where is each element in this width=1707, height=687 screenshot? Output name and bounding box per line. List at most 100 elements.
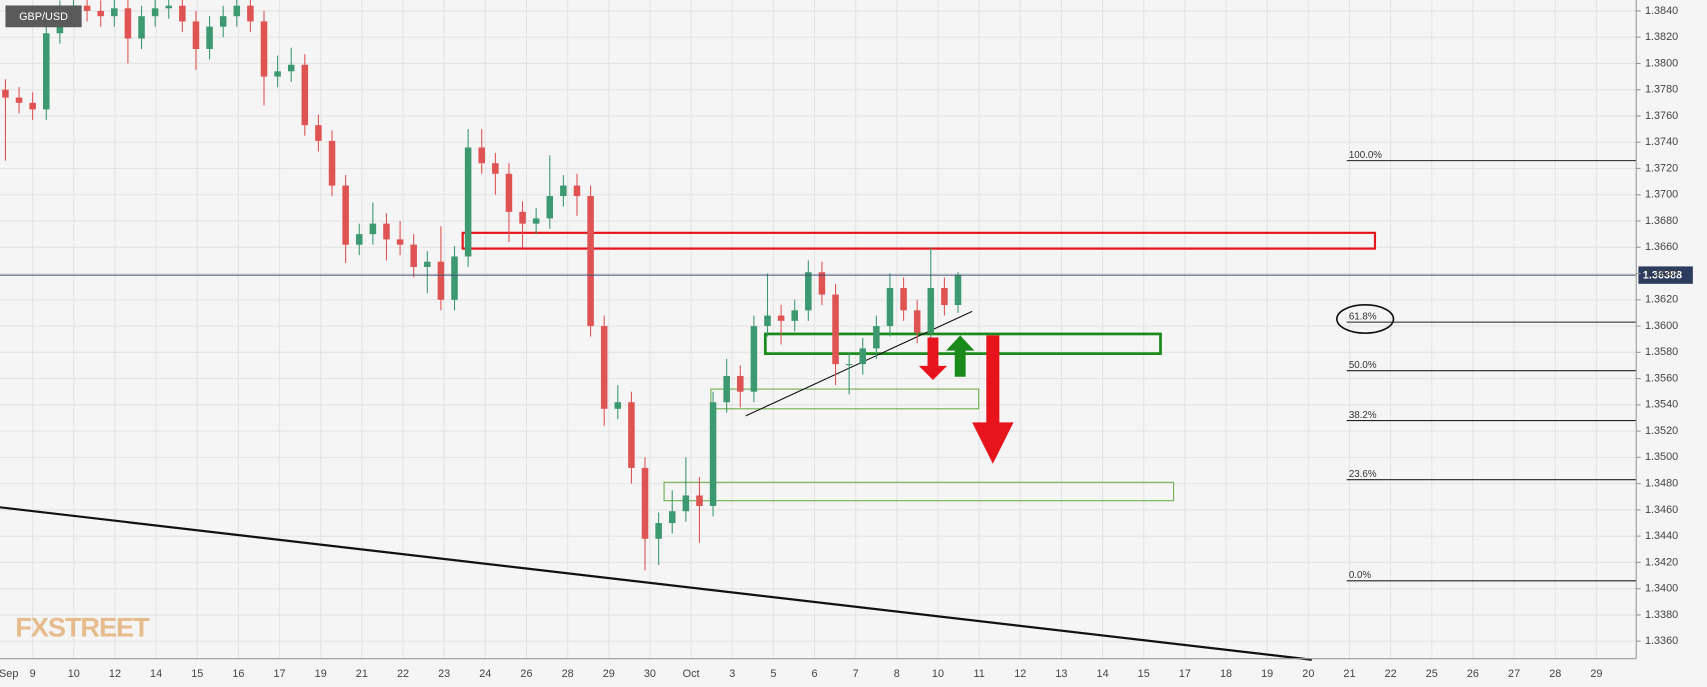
x-tick-label: 19 [315,668,327,680]
x-tick-label: 20 [1302,668,1314,680]
candle-body [233,5,241,17]
grid [0,0,1637,659]
candle-body [43,33,50,110]
fib-label: 38.2% [1349,410,1377,421]
y-tick-label: 1.3360 [1645,635,1678,647]
candle-body [505,173,513,212]
candle-body [111,8,118,17]
candle-body [301,64,309,126]
x-tick-label: 30 [644,668,656,680]
y-tick-label: 1.3560 [1645,372,1678,384]
x-tick-label: 12 [109,668,121,680]
y-tick-label: 1.3700 [1645,189,1678,201]
candle-body [165,5,173,9]
candle-body [805,272,812,311]
x-tick-label: 14 [1097,668,1109,680]
x-tick-label: 18 [1220,668,1232,680]
x-tick-label: 15 [191,668,203,680]
y-tick-label: 1.3620 [1645,294,1678,306]
candle-body [410,244,417,267]
x-tick-label: 8 [894,668,900,680]
y-tick-label: 1.3400 [1645,583,1678,595]
candle-body [777,315,785,321]
x-tick-label: 23 [438,668,450,680]
y-tick-label: 1.3600 [1645,320,1678,332]
candle-body [737,375,744,392]
candle-body [668,511,676,524]
candle-body [492,163,499,174]
up-arrow [946,335,975,377]
x-tick-label: Sep [0,668,18,680]
candle-body [709,402,717,506]
y-tick-label: 1.3800 [1645,57,1678,69]
candle-body [954,274,962,306]
x-tick-label: 28 [1549,668,1561,680]
candles [2,0,962,571]
fib-levels: 100.0% 61.8% 50.0% 38.2% 23.6% 0.0% 1.36388 [0,150,1693,582]
long-trendline [0,506,1312,661]
candle-body [927,287,935,333]
candle-body [641,467,649,539]
candle-body [723,375,730,403]
x-tick-label: 13 [1055,668,1067,680]
y-tick-label: 1.3520 [1645,425,1678,437]
candle-body [138,16,145,39]
down-arrow-large [972,335,1014,464]
y-tick-label: 1.3420 [1645,556,1678,568]
candle-body [464,147,472,257]
candle-body [913,310,921,333]
y-tick-label: 1.3660 [1645,241,1678,253]
candle-body [859,348,867,365]
fib-label: 100.0% [1349,150,1382,161]
candle-body [832,294,839,365]
last-price-label: 1.36388 [1643,270,1682,282]
y-tick-label: 1.3540 [1645,399,1678,411]
x-tick-label: 27 [1508,668,1520,680]
candle-body [342,185,349,245]
candle-body [424,261,431,267]
candle-body [369,223,377,235]
x-tick-label: 28 [562,668,574,680]
zone [461,231,1377,250]
candle-body [83,5,91,11]
last-price-box [1638,266,1693,284]
candle-body [560,185,567,197]
candle-body [260,21,268,77]
x-tick-label: 29 [603,668,615,680]
candle-body [219,16,227,27]
y-tick-label: 1.3480 [1645,478,1678,490]
chart-title: GBP/USD [19,11,68,23]
candle-body [287,64,295,72]
candle-body [451,256,458,300]
fib-label: 61.8% [1349,311,1377,322]
candle-body [750,326,758,392]
candle-body [682,495,690,512]
candle-body [192,21,200,50]
short-trendline [745,310,973,417]
x-tick-label: 21 [1343,668,1355,680]
candle-body [600,326,608,409]
x-tick-label: 10 [68,668,80,680]
candle-body [247,5,254,22]
x-tick-label: 6 [811,668,817,680]
x-tick-label: 12 [1014,668,1026,680]
highlight-ellipse [1336,304,1395,334]
candle-body [696,495,703,506]
candle-body [791,310,798,321]
candle-body [546,196,554,219]
candle-body [2,89,9,98]
down-arrow-small [918,337,948,380]
watermark: FXSTREET [15,611,150,642]
x-tick-label: 21 [356,668,368,680]
y-tick-label: 1.3720 [1645,162,1678,174]
x-tick-label: 9 [30,668,36,680]
candle-body [873,326,880,349]
y-tick-label: 1.3680 [1645,215,1678,227]
candle-body [764,315,771,327]
candle-body [151,8,159,17]
x-tick-label: 22 [397,668,409,680]
candle-body [573,185,581,197]
